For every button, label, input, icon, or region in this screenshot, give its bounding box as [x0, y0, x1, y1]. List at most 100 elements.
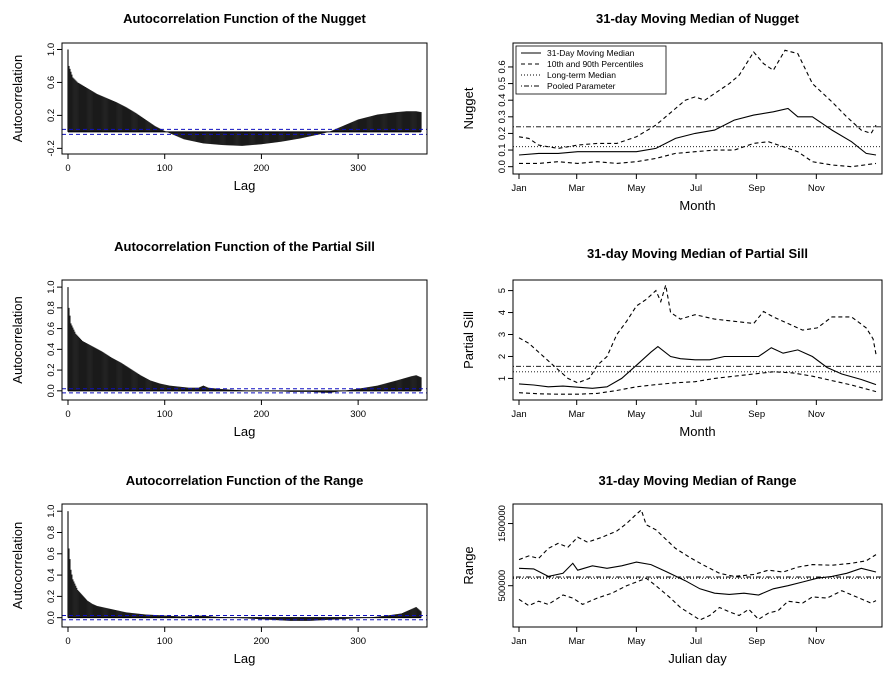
y-tick-label: 0.6: [46, 547, 57, 560]
legend-box: [515, 45, 667, 95]
series-line: [518, 561, 877, 596]
y-tick-label: 0.4: [497, 94, 508, 107]
series-line: [518, 107, 877, 156]
y-tick-label: 1500000: [497, 505, 508, 542]
y-tick-label: 5: [497, 288, 508, 293]
series-line: [518, 49, 877, 149]
plot-area: [513, 508, 882, 621]
x-tick-label: 300: [350, 636, 366, 647]
legend-label: 31-Day Moving Median: [547, 48, 635, 58]
x-axis-label: Lag: [234, 424, 256, 439]
x-tick-label: Jul: [690, 636, 702, 647]
plot-area: [62, 49, 427, 146]
x-axis-label: Lag: [234, 651, 256, 666]
chart-title: 31-day Moving Median of Nugget: [596, 11, 800, 26]
chart-title: 31-day Moving Median of Partial Sill: [587, 246, 808, 261]
y-tick-label: 0.6: [497, 60, 508, 73]
y-tick-label: 0.2: [46, 590, 57, 603]
acf-range-panel: Autocorrelation Function of the Range 0 10…: [10, 473, 428, 666]
series-line: [518, 371, 877, 395]
y-tick-label: 1.0: [46, 281, 57, 294]
y-tick-label: 1.0: [46, 43, 57, 56]
plot-area: [513, 49, 882, 168]
plot-frame: [512, 279, 883, 401]
x-tick-label: May: [627, 636, 645, 647]
x-tick-label: 300: [350, 163, 366, 174]
x-tick-label: Mar: [569, 636, 585, 647]
median-partial-sill-panel: 31-day Moving Median of Partial Sill Jan M…: [461, 246, 883, 439]
x-tick-label: 200: [253, 163, 269, 174]
x-axis-label: Month: [679, 198, 715, 213]
y-axis-label: Autocorrelation: [10, 55, 25, 142]
series-line: [518, 345, 877, 389]
x-tick-label: Sep: [748, 183, 765, 194]
acf-nugget-panel: Autocorrelation Function of the Nugget 0 1…: [10, 11, 428, 193]
x-axis-label: Lag: [234, 178, 256, 193]
x-tick-label: 100: [157, 636, 173, 647]
x-tick-label: 100: [157, 409, 173, 420]
y-axis-label: Nugget: [461, 87, 476, 129]
x-tick-label: Nov: [808, 409, 825, 420]
y-tick-label: 0.3: [497, 110, 508, 123]
y-tick-label: 0.0: [46, 384, 57, 397]
y-tick-label: 0.5: [497, 77, 508, 90]
x-tick-label: Sep: [748, 409, 765, 420]
x-tick-label: 100: [157, 163, 173, 174]
y-axis-label: Autocorrelation: [10, 522, 25, 609]
x-tick-label: Mar: [569, 409, 585, 420]
y-tick-label: 0.6: [46, 76, 57, 89]
y-tick-label: 4: [497, 310, 508, 315]
median-nugget-panel: 31-day Moving Median of Nugget Jan Mar May J…: [461, 11, 883, 213]
plot-frame: [61, 503, 428, 628]
x-tick-label: Nov: [808, 183, 825, 194]
chart-title: Autocorrelation Function of the Nugget: [123, 11, 366, 26]
y-tick-label: 0.8: [46, 526, 57, 539]
y-tick-label: 0.6: [46, 322, 57, 335]
y-tick-label: 0.0: [497, 160, 508, 173]
y-tick-label: 0.4: [46, 343, 57, 356]
chart-title: Autocorrelation Function of the Range: [126, 473, 364, 488]
series-line: [518, 508, 877, 577]
legend-label: Long-term Median: [547, 70, 616, 80]
plot-area: [62, 287, 427, 394]
x-tick-label: 200: [253, 409, 269, 420]
y-tick-label: 0.1: [497, 143, 508, 156]
x-axis-label: Month: [679, 424, 715, 439]
y-tick-label: 2: [497, 354, 508, 359]
acf-partial-sill-panel: Autocorrelation Function of the Partial …: [10, 239, 428, 439]
y-tick-label: 0.2: [497, 127, 508, 140]
y-axis-label: Partial Sill: [461, 311, 476, 369]
series-line: [518, 577, 877, 621]
chart-title: 31-day Moving Median of Range: [599, 473, 797, 488]
y-tick-label: 0.8: [46, 301, 57, 314]
x-tick-label: Mar: [569, 183, 585, 194]
x-tick-label: Jan: [511, 636, 526, 647]
x-tick-label: 0: [65, 636, 70, 647]
y-tick-label: 500000: [497, 570, 508, 602]
series-line: [519, 141, 877, 168]
plot-area: [513, 284, 882, 395]
x-tick-label: 0: [65, 409, 70, 420]
series-line: [518, 284, 877, 384]
x-tick-label: 200: [253, 636, 269, 647]
chart-title: Autocorrelation Function of the Partial …: [114, 239, 375, 254]
x-tick-label: Jul: [690, 183, 702, 194]
y-tick-label: 0.2: [46, 109, 57, 122]
x-axis-label: Julian day: [668, 651, 727, 666]
x-tick-label: Jul: [690, 409, 702, 420]
y-tick-label: 0.0: [46, 611, 57, 624]
x-tick-label: 0: [65, 163, 70, 174]
y-tick-label: -0.2: [46, 140, 57, 156]
median-range-panel: 31-day Moving Median of Range Jan Mar May Ju…: [461, 473, 883, 666]
y-tick-label: 0.4: [46, 568, 57, 581]
y-tick-label: 1: [497, 376, 508, 381]
legend-label: 10th and 90th Percentiles: [547, 59, 643, 69]
x-tick-label: Sep: [748, 636, 765, 647]
x-tick-label: Jan: [511, 183, 526, 194]
plot-area: [62, 511, 427, 621]
y-axis-label: Range: [461, 546, 476, 584]
y-tick-label: 0.2: [46, 363, 57, 376]
y-axis-label: Autocorrelation: [10, 296, 25, 383]
x-tick-label: May: [627, 409, 645, 420]
